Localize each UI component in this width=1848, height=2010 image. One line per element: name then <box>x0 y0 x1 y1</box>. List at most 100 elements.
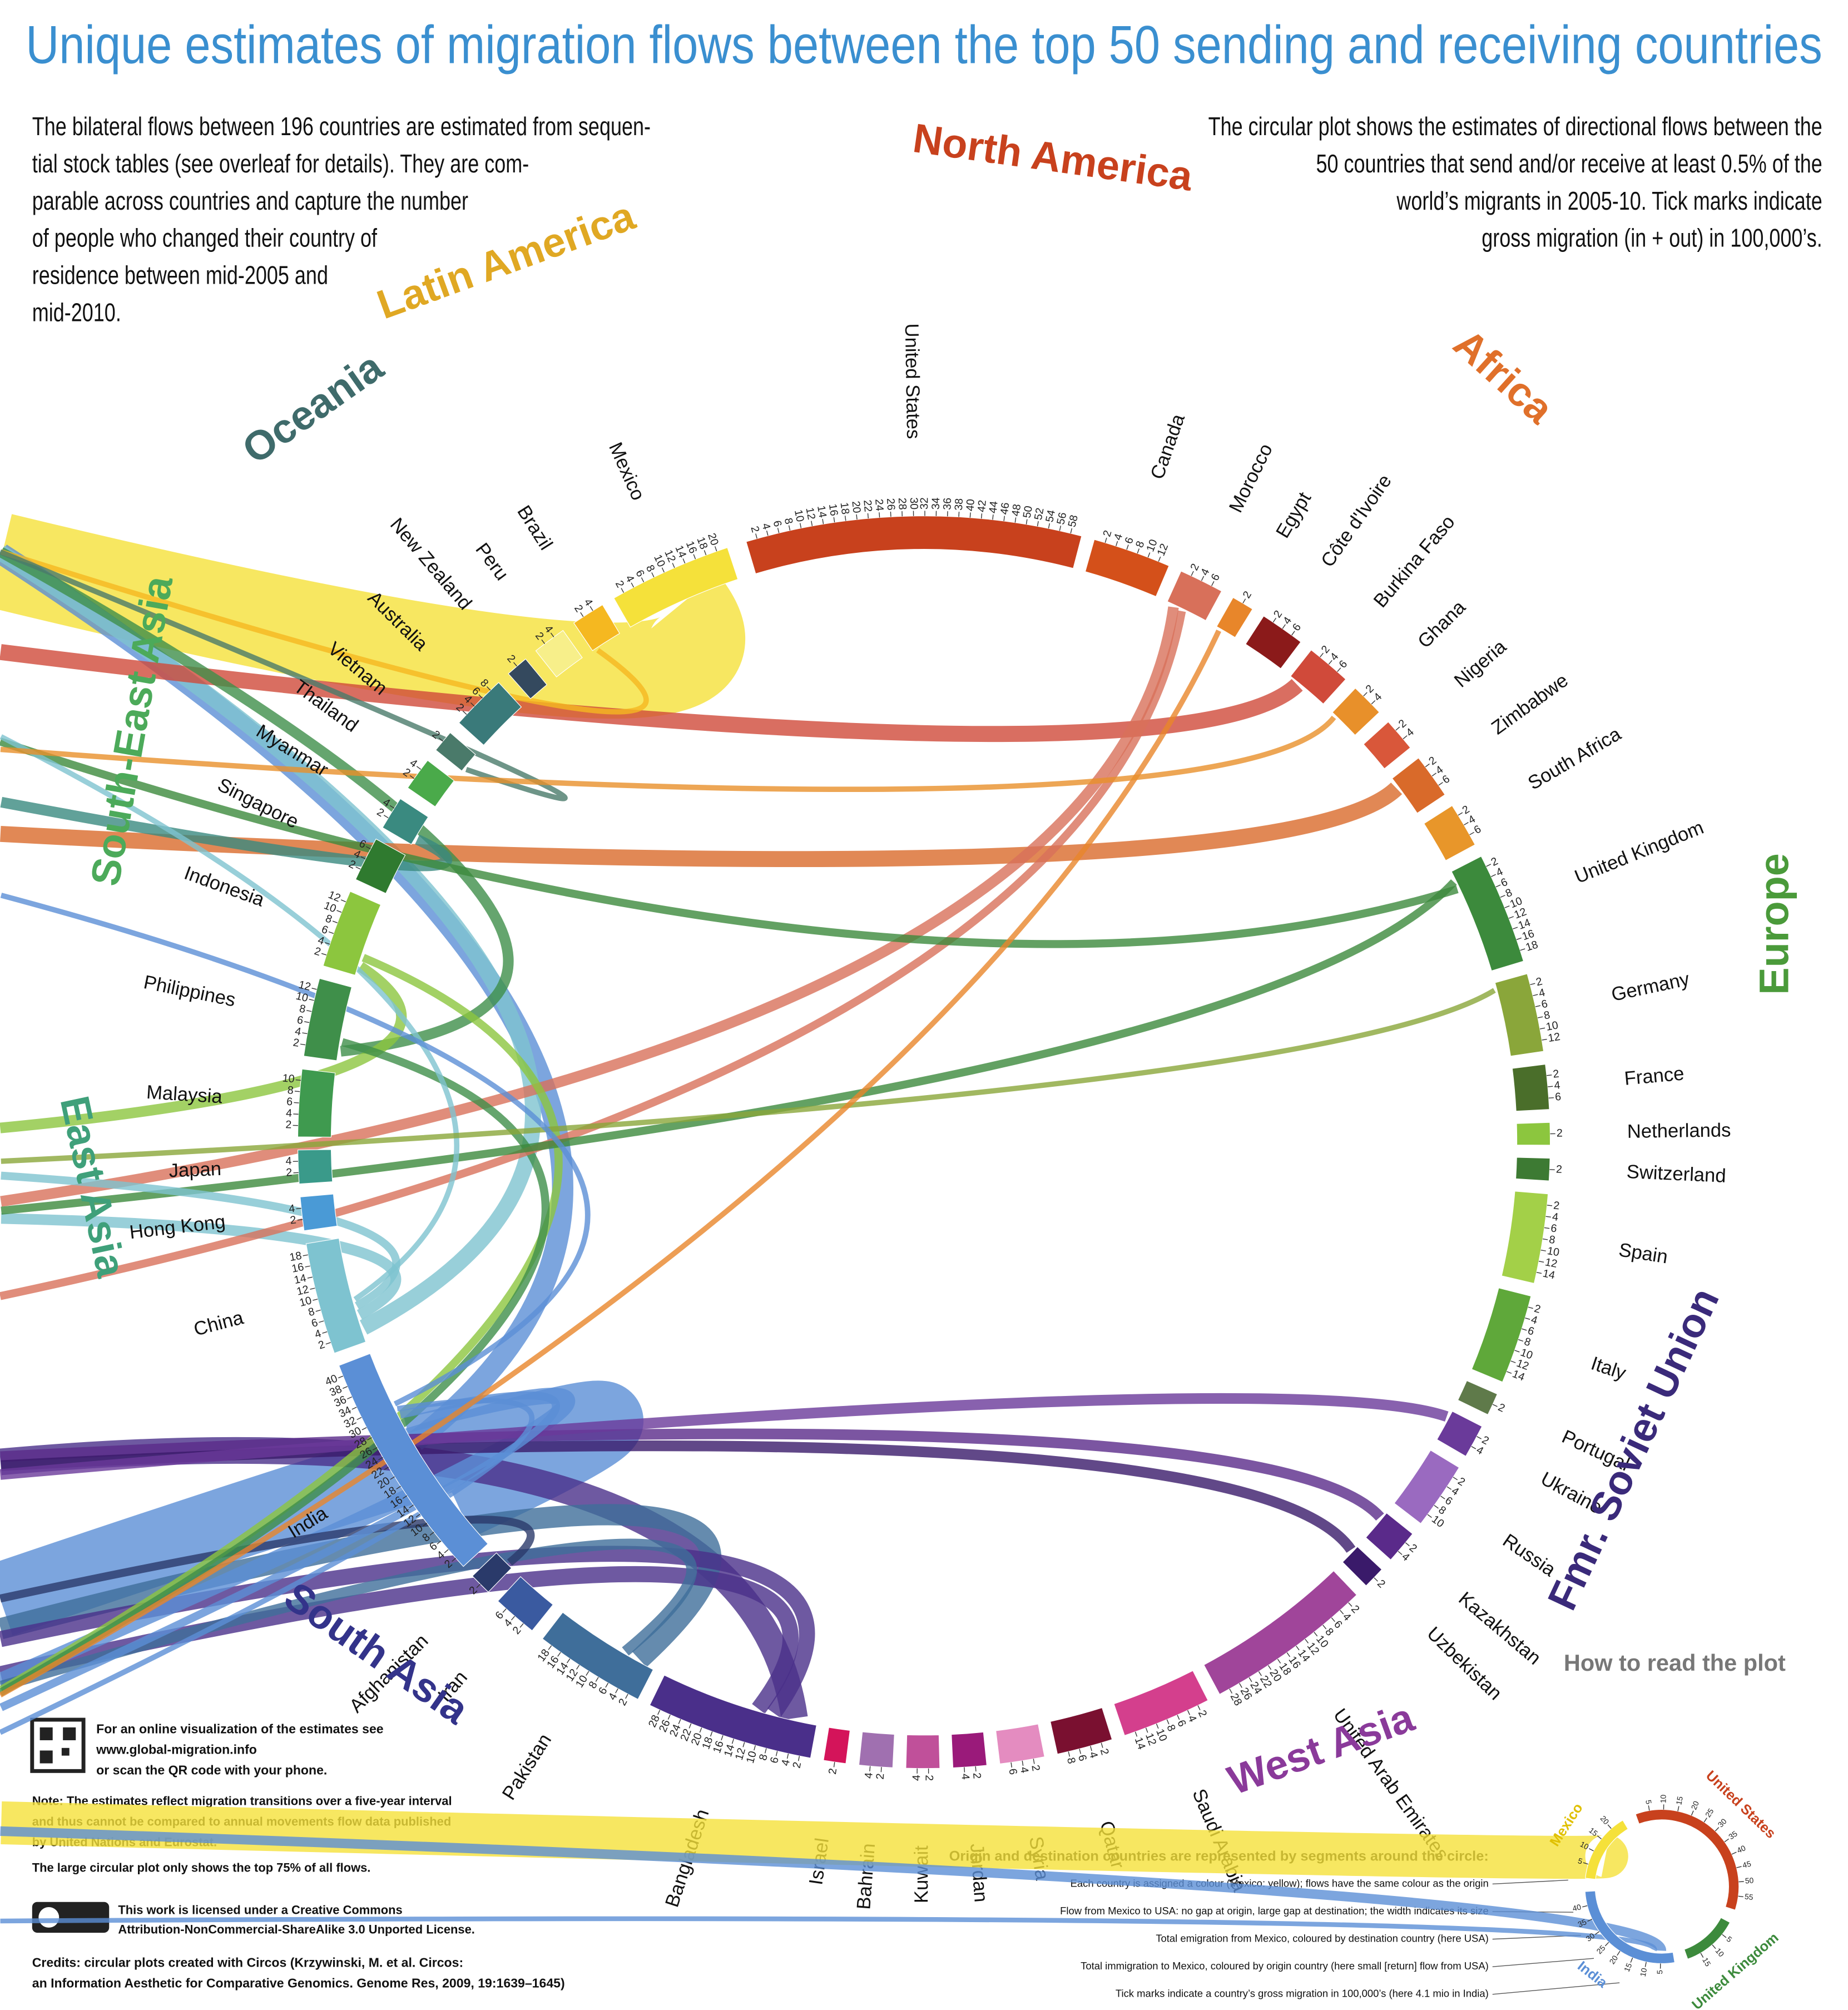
tick-label: 8 <box>287 1084 294 1097</box>
tick-mark <box>755 533 757 539</box>
tick-mark <box>1272 617 1277 623</box>
tick-mark <box>667 1714 671 1720</box>
tick-label: 56 <box>1054 511 1069 526</box>
tick-label: 4 <box>285 1155 292 1167</box>
tick-mark <box>296 1207 301 1210</box>
tick-mark <box>325 1342 331 1345</box>
country-segment <box>573 604 620 651</box>
tick-mark <box>502 1608 507 1613</box>
tick-mark <box>1438 782 1443 786</box>
tick-mark <box>1197 1705 1201 1710</box>
intro-text: mid-2010. <box>32 298 121 326</box>
country-segment <box>1203 1570 1357 1695</box>
country-segment <box>1457 1380 1498 1415</box>
tick-mark <box>1296 1645 1300 1651</box>
tick-mark <box>1537 1016 1543 1018</box>
tick-mark <box>548 1645 552 1650</box>
tick-label: 10 <box>792 508 806 523</box>
country-segment <box>1363 721 1411 769</box>
country-segment <box>1683 1917 1731 1960</box>
tick-mark <box>541 639 546 645</box>
tick-mark <box>1166 1719 1170 1725</box>
tick-mark <box>715 546 717 552</box>
how-to-read-item: Tick marks indicate a country’s gross mi… <box>1116 1988 1489 1999</box>
tick-mark <box>372 1447 378 1450</box>
country-segment <box>300 1194 338 1231</box>
tick-mark <box>478 694 483 699</box>
tick-mark <box>511 1616 516 1621</box>
tick-mark <box>1495 884 1501 888</box>
tick-label: 4 <box>1552 1211 1559 1224</box>
tick-mark <box>1037 521 1039 527</box>
cc-badge <box>38 1907 60 1928</box>
tick-label: 4 <box>286 1107 293 1120</box>
tick-mark <box>1191 571 1194 576</box>
tick-mark <box>1712 1944 1716 1949</box>
tick-mark <box>844 516 846 521</box>
tick-mark <box>1434 1505 1439 1509</box>
tick-label: 24 <box>873 498 885 511</box>
tick-mark <box>367 1437 372 1440</box>
qr-code <box>61 1747 70 1756</box>
country-segment <box>1245 615 1301 669</box>
tick-mark <box>742 1742 745 1747</box>
tick-label: 20 <box>1607 1953 1619 1966</box>
tick-label: 4 <box>759 522 772 531</box>
tick-mark <box>1587 1919 1593 1922</box>
tick-label: 2 <box>874 1773 887 1780</box>
tick-mark <box>688 1723 692 1729</box>
credits: an Information Aesthetic for Comparative… <box>32 1976 565 1990</box>
tick-mark <box>1425 763 1430 768</box>
tick-mark <box>429 1532 434 1536</box>
tick-mark <box>444 1549 449 1553</box>
tick-mark <box>1239 1683 1242 1688</box>
tick-label: 32 <box>918 497 930 509</box>
tick-mark <box>294 1102 299 1103</box>
tick-mark <box>1267 1665 1272 1670</box>
flow <box>0 1391 560 1711</box>
tick-label: 10 <box>282 1072 295 1085</box>
country-segment <box>1113 1670 1208 1736</box>
tick-label: 4 <box>959 1773 972 1780</box>
tick-label: 2 <box>1557 1127 1563 1139</box>
tick-label: 5 <box>1644 1799 1653 1805</box>
tick-label: 8 <box>1064 1756 1078 1765</box>
tick-mark <box>1022 1760 1024 1766</box>
flows <box>0 514 1496 1735</box>
tick-mark <box>1513 927 1518 929</box>
tick-mark <box>1522 1328 1527 1331</box>
tick-label: 42 <box>975 499 989 513</box>
tick-mark <box>1440 1496 1445 1499</box>
tick-label: 20 <box>849 501 863 514</box>
how-to-read-item: Flow from Mexico to USA: no gap at origi… <box>1060 1905 1489 1917</box>
tick-mark <box>1589 1848 1594 1851</box>
tick-mark <box>777 528 780 533</box>
country-segment <box>951 1731 988 1769</box>
tick-label: 34 <box>930 497 942 509</box>
country-segment <box>1516 1122 1551 1146</box>
tick-mark <box>304 1021 310 1023</box>
qr-code <box>39 1750 53 1764</box>
country-segment <box>1501 1191 1549 1284</box>
tick-label: 14 <box>1542 1267 1556 1281</box>
tick-mark <box>1630 1957 1633 1963</box>
intro-text: of people who changed their country of <box>32 224 378 252</box>
tick-mark <box>1736 1866 1742 1868</box>
tick-label: 4 <box>294 1025 303 1038</box>
tick-label: 2 <box>1552 1068 1559 1081</box>
tick-mark <box>437 1540 442 1544</box>
tick-label: 4 <box>1554 1079 1561 1092</box>
tick-mark <box>1582 1905 1588 1908</box>
tick-mark <box>1134 1731 1138 1737</box>
intro-text: parable across countries and capture the… <box>32 187 468 215</box>
tick-label: 14 <box>815 504 829 518</box>
tick-mark <box>661 567 665 573</box>
tick-mark <box>311 988 317 990</box>
country-label: France <box>1623 1063 1685 1089</box>
tick-label: 2 <box>289 1214 297 1226</box>
tick-label: 12 <box>1547 1031 1561 1044</box>
flow <box>0 962 407 1133</box>
tick-label: 52 <box>1032 507 1047 521</box>
tick-label: 30 <box>1716 1816 1728 1829</box>
flow <box>0 549 649 715</box>
